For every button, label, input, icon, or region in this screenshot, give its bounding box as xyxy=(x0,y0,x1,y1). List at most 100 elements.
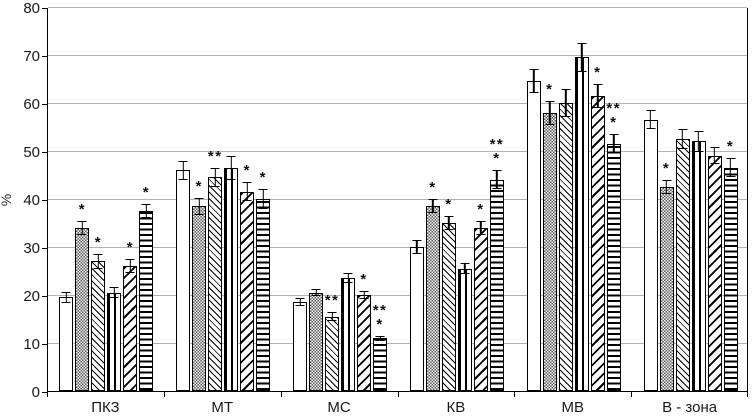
plot-area: * * * * * ** * * ** * ** * * * * ** * * * ** * * * xyxy=(47,7,749,392)
error-bar xyxy=(561,88,571,118)
bar-row: * * ** * xyxy=(515,8,632,391)
error-bar xyxy=(646,110,656,130)
gridline xyxy=(48,295,747,296)
series-4-vertical-stripes xyxy=(574,57,589,391)
bar-slot xyxy=(457,8,472,391)
bar-row: * * xyxy=(632,8,749,391)
bar-slot xyxy=(341,8,356,391)
x-category-label: МС xyxy=(327,398,351,416)
series-3-thin-diagonal xyxy=(91,261,106,391)
significance-asterisk: * xyxy=(546,80,554,98)
significance-asterisk: * xyxy=(126,239,135,256)
bar-row: ***** * xyxy=(282,8,399,391)
series-1-plain-white xyxy=(643,119,658,391)
y-tick-label: 0 xyxy=(31,384,40,401)
bar-slot xyxy=(643,8,658,391)
series-6-horizontal-stripes xyxy=(139,211,154,391)
error-bar xyxy=(375,335,385,341)
significance-asterisk: ** * xyxy=(606,100,622,132)
series-1-plain-white xyxy=(176,170,191,391)
bar-slot: * xyxy=(659,8,674,391)
bar-slot: * xyxy=(542,8,557,391)
series-2-gray-dotted xyxy=(659,187,674,391)
series-5-wide-diagonal xyxy=(357,295,372,391)
bar-slot: * xyxy=(425,8,440,391)
bar-slot: * xyxy=(590,8,605,391)
bar-slot: * xyxy=(240,8,255,391)
bar-slot: * xyxy=(723,8,738,391)
error-bar xyxy=(662,179,672,195)
bar-group: ***** * xyxy=(282,8,399,391)
gridline xyxy=(48,151,747,152)
error-bar xyxy=(726,158,736,178)
x-tick-mark xyxy=(747,392,748,397)
series-4-vertical-stripes xyxy=(107,292,122,391)
series-1-plain-white xyxy=(526,81,541,391)
bar-slot xyxy=(574,8,589,391)
series-3-thin-diagonal xyxy=(675,139,690,391)
bar-row: * ** * * xyxy=(165,8,282,391)
error-bar xyxy=(178,160,188,180)
error-bar xyxy=(210,167,220,187)
error-bar xyxy=(545,100,555,125)
bar-slot: * xyxy=(75,8,90,391)
series-5-wide-diagonal xyxy=(473,227,488,391)
series-4-vertical-stripes xyxy=(457,268,472,391)
bar-slot xyxy=(691,8,706,391)
series-2-gray-dotted xyxy=(309,292,324,391)
series-5-wide-diagonal xyxy=(707,155,722,391)
error-bar xyxy=(359,291,369,299)
y-tick-mark xyxy=(42,200,47,201)
error-bar xyxy=(77,220,87,235)
error-bar xyxy=(710,147,720,165)
significance-asterisk: * xyxy=(78,200,87,218)
significance-asterisk: * xyxy=(445,195,453,213)
series-2-gray-dotted xyxy=(425,206,440,391)
error-bar xyxy=(93,254,103,269)
significance-asterisk: * xyxy=(195,177,203,195)
y-tick-mark xyxy=(42,56,47,57)
y-tick-label: 30 xyxy=(23,240,40,257)
error-bar xyxy=(694,130,704,152)
bar-slot: ** * xyxy=(490,8,504,391)
error-bar xyxy=(412,239,422,255)
error-bar xyxy=(460,262,470,275)
series-4-vertical-stripes xyxy=(691,141,706,391)
gridline xyxy=(48,343,747,344)
significance-asterisk: * xyxy=(594,63,602,81)
significance-asterisk: * xyxy=(243,162,251,180)
error-bar xyxy=(343,273,353,283)
significance-asterisk: ** xyxy=(324,291,340,309)
series-1-plain-white xyxy=(409,247,424,391)
significance-asterisk: ** xyxy=(207,147,223,165)
bar-slot: * xyxy=(123,8,138,391)
x-tick-mark xyxy=(281,392,282,397)
series-5-wide-diagonal xyxy=(590,95,605,391)
bar-slot xyxy=(558,8,573,391)
bar-slot xyxy=(526,8,541,391)
series-6-horizontal-stripes xyxy=(373,338,388,391)
error-bar xyxy=(125,259,135,274)
x-tick-mark xyxy=(631,392,632,397)
bar-group: * * * * xyxy=(48,8,165,391)
error-bar xyxy=(529,69,539,94)
x-category-label: В - зона xyxy=(662,398,718,416)
bar-slot: * xyxy=(91,8,106,391)
error-bar xyxy=(194,197,204,215)
y-tick-label: 40 xyxy=(23,192,40,209)
y-tick-mark xyxy=(42,344,47,345)
error-bar xyxy=(609,134,619,154)
y-tick-label: 70 xyxy=(23,48,40,65)
error-bar xyxy=(678,129,688,149)
series-3-thin-diagonal xyxy=(441,223,456,391)
error-bar xyxy=(492,170,502,190)
bar-slot: ** * xyxy=(373,8,388,391)
series-2-gray-dotted xyxy=(75,227,90,391)
series-6-horizontal-stripes xyxy=(606,143,621,391)
bar-slot xyxy=(107,8,122,391)
error-bar xyxy=(226,155,236,180)
bar-slot: ** * xyxy=(606,8,622,391)
x-tick-mark xyxy=(514,392,515,397)
series-6-horizontal-stripes xyxy=(256,199,271,391)
